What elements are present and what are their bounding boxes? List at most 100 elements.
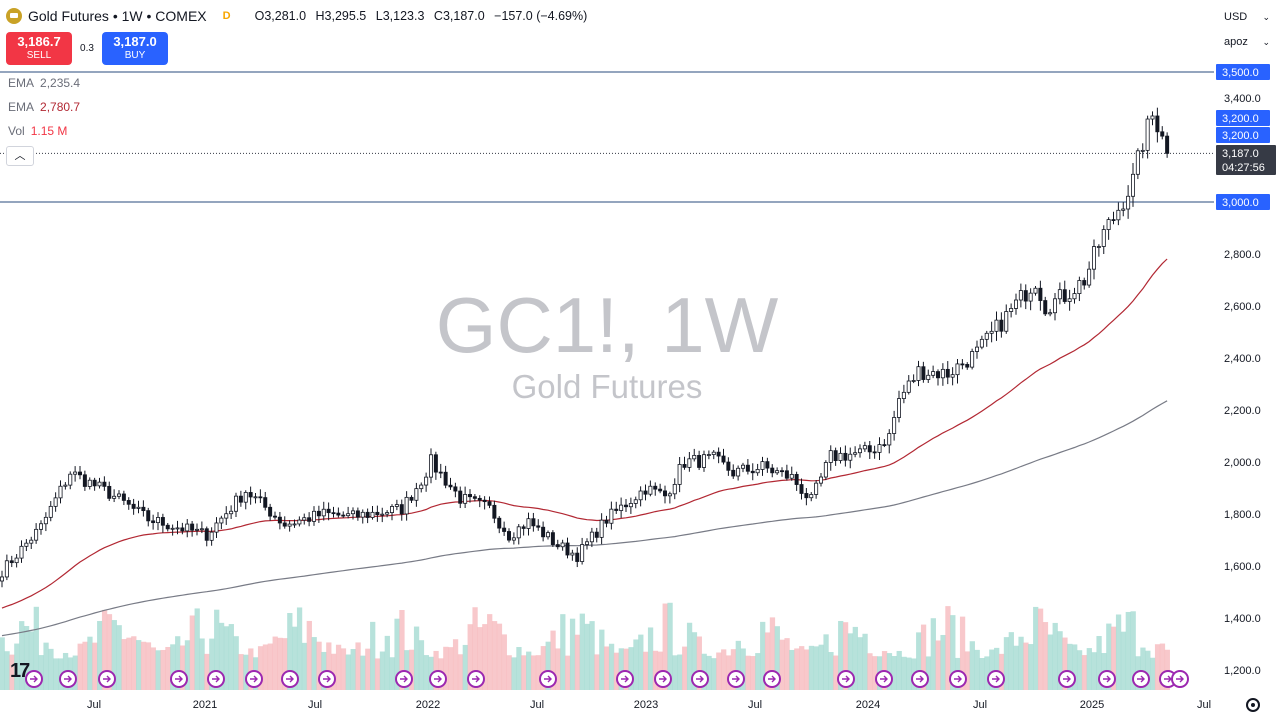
- sell-price: 3,186.7: [17, 34, 61, 49]
- candle-body: [760, 461, 765, 470]
- volume-bar: [643, 651, 649, 690]
- x-tick-label: 2025: [1080, 699, 1104, 711]
- candle-body: [819, 476, 824, 484]
- volume-bar: [350, 649, 356, 690]
- candle-body: [258, 496, 263, 499]
- candle-body: [823, 462, 828, 478]
- candle-body: [555, 544, 560, 548]
- gear-icon[interactable]: [1246, 698, 1260, 712]
- arrow-right-icon: [103, 675, 111, 683]
- volume-bar: [257, 646, 264, 690]
- candle-body: [58, 485, 63, 499]
- symbol-title[interactable]: Gold Futures • 1W • COMEX: [28, 8, 207, 24]
- candle-body: [702, 454, 707, 468]
- volume-bar: [604, 646, 610, 690]
- volume-bar: [925, 656, 932, 690]
- sell-button[interactable]: 3,186.7 SELL: [6, 32, 72, 65]
- volume-bar: [857, 637, 863, 690]
- volume-bar: [9, 654, 15, 690]
- indicator-name: EMA: [8, 76, 35, 90]
- volume-bar: [725, 655, 732, 690]
- volume-bar: [374, 658, 381, 690]
- collapse-indicators-button[interactable]: ︿: [6, 146, 34, 166]
- candle-body: [575, 552, 580, 562]
- volume-bar: [282, 638, 288, 690]
- candle-body: [263, 497, 268, 508]
- candle-body: [9, 560, 14, 564]
- chevron-up-icon: ︿: [14, 150, 26, 162]
- volume-bar: [472, 607, 478, 690]
- indicator-ema-slow[interactable]: EMA 2,235.4: [8, 76, 80, 90]
- candle-body: [1028, 292, 1033, 302]
- arrow-right-icon: [992, 675, 1000, 683]
- indicator-ema-fast[interactable]: EMA 2,780.7: [8, 100, 80, 114]
- candle-body: [414, 488, 419, 501]
- volume-bar: [511, 657, 517, 690]
- volume-bar: [852, 626, 858, 690]
- volume-bar: [399, 610, 405, 690]
- candle-body: [731, 469, 736, 477]
- arrow-right-icon: [880, 675, 888, 683]
- candle-body: [1009, 308, 1014, 312]
- volume-bar: [638, 634, 644, 690]
- chevron-down-icon: ⌄: [1262, 37, 1270, 47]
- candle-body: [1145, 118, 1150, 151]
- volume-bar: [140, 641, 147, 690]
- candle-body: [736, 467, 741, 477]
- volume-bar: [379, 651, 386, 690]
- candle-body: [297, 519, 302, 525]
- volume-bar: [204, 653, 210, 690]
- volume-bar: [565, 655, 571, 690]
- volume-bar: [550, 630, 556, 690]
- trade-panel: 3,186.7 SELL 0.3 3,187.0 BUY: [6, 32, 168, 65]
- candle-body: [921, 366, 926, 380]
- volume-bar: [248, 648, 254, 690]
- volume-bar: [48, 648, 54, 690]
- indicator-name: Vol: [8, 124, 25, 138]
- volume-bar: [823, 634, 829, 690]
- arrow-right-icon: [544, 675, 552, 683]
- volume-bar: [409, 649, 415, 690]
- scale-select[interactable]: apoz ⌄: [1218, 31, 1274, 53]
- volume-bar: [1008, 632, 1014, 690]
- y-tick-label: 2,600.0: [1224, 301, 1261, 313]
- volume-bar: [101, 609, 108, 690]
- candle-body: [219, 517, 224, 524]
- candle-body: [233, 495, 238, 512]
- candle-body: [394, 504, 399, 507]
- candle-body: [950, 374, 955, 378]
- volume-bar: [4, 651, 10, 690]
- currency-select[interactable]: USD ⌄: [1218, 6, 1274, 28]
- candle-body: [1067, 298, 1072, 302]
- price-label-bg: [1216, 110, 1270, 126]
- volume-bar: [97, 621, 103, 690]
- indicator-volume[interactable]: Vol 1.15 M: [8, 124, 67, 138]
- candle-body: [901, 391, 906, 399]
- open-value: 3,281.0: [264, 9, 307, 23]
- candle-body: [121, 493, 126, 501]
- volume-bar: [784, 638, 790, 690]
- candle-body: [648, 485, 653, 495]
- candle-body: [565, 542, 570, 556]
- candle-body: [346, 513, 351, 517]
- volume-bar: [774, 626, 780, 690]
- volume-bar: [53, 658, 59, 690]
- candle-body: [799, 484, 804, 494]
- buy-button[interactable]: 3,187.0 BUY: [102, 32, 168, 65]
- candle-body: [1116, 209, 1121, 221]
- arrow-right-icon: [175, 675, 183, 683]
- candle-body: [443, 471, 448, 486]
- candle-body: [389, 506, 394, 513]
- candle-body: [775, 470, 780, 474]
- candle-body: [1043, 300, 1048, 315]
- candle-body: [253, 496, 258, 499]
- volume-bar: [228, 624, 234, 690]
- arrow-right-icon: [323, 675, 331, 683]
- candle-body: [502, 527, 507, 532]
- x-tick-label: 2022: [416, 699, 440, 711]
- volume-bar: [1018, 636, 1024, 690]
- candle-body: [994, 319, 999, 332]
- candle-body: [1135, 150, 1140, 175]
- candle-body: [24, 542, 29, 547]
